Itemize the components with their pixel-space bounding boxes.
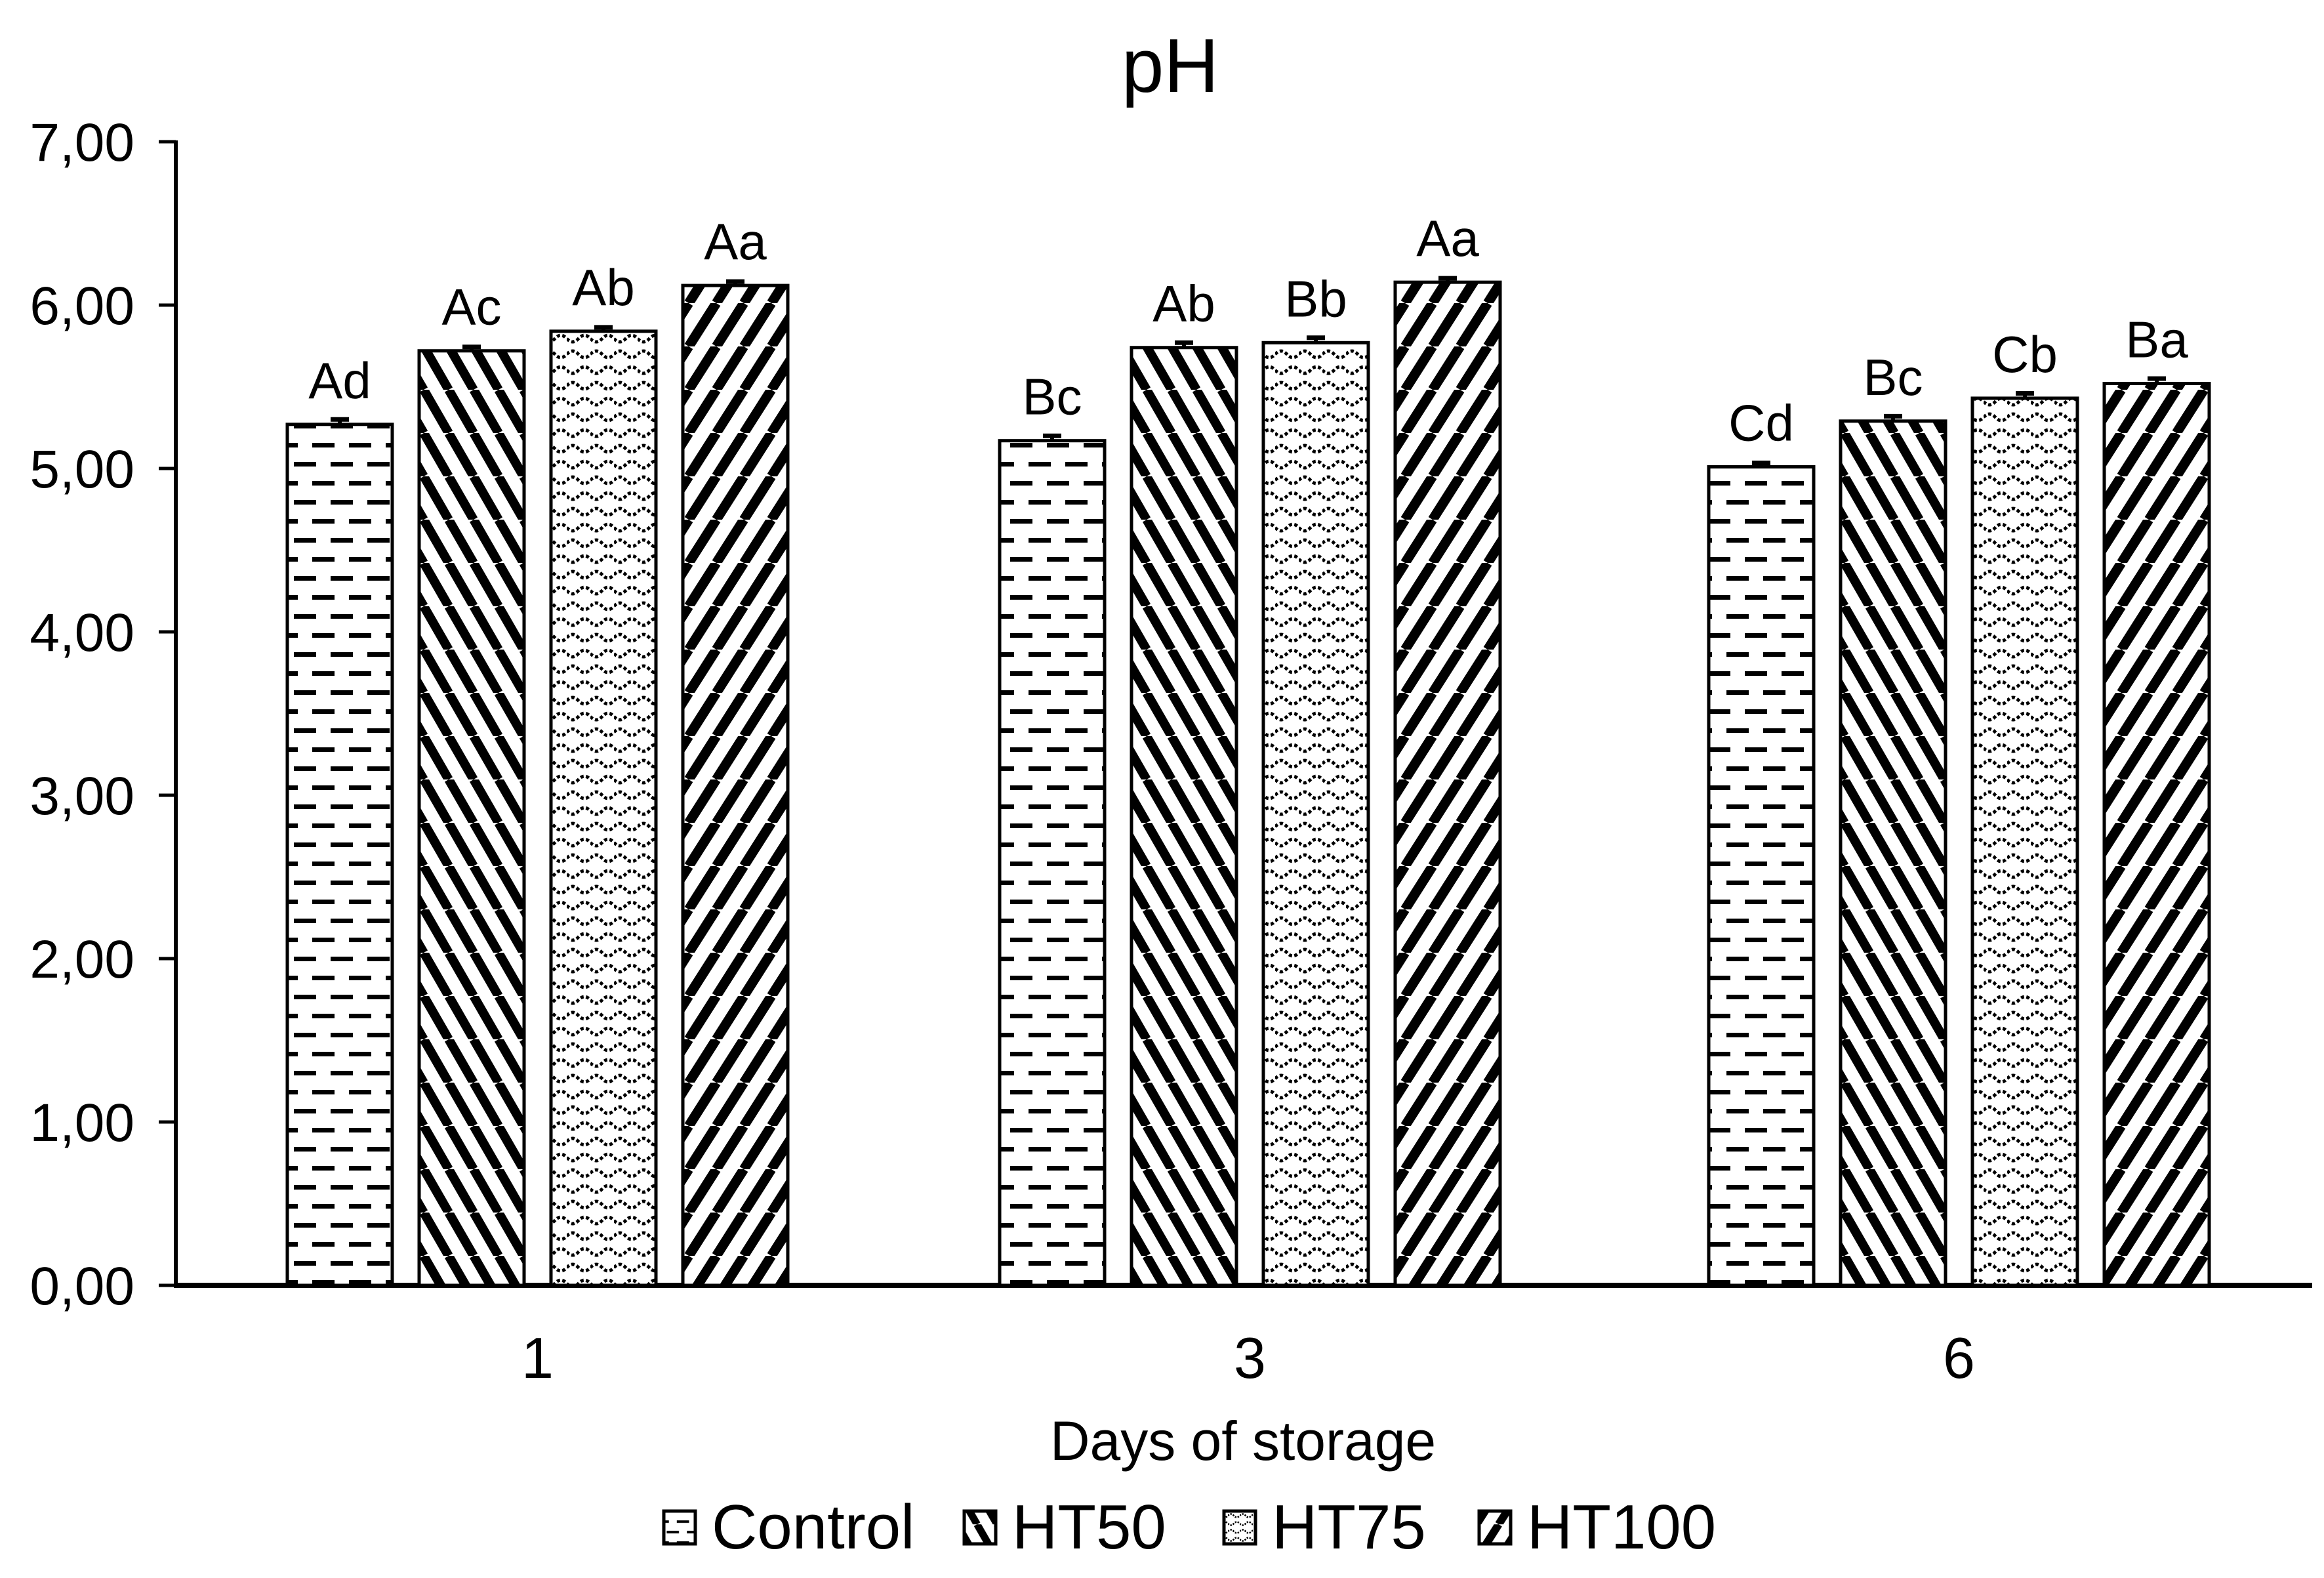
legend-swatch-ht100: [1477, 1509, 1513, 1546]
legend-label: HT75: [1272, 1492, 1426, 1562]
y-axis-tick-label: 3,00: [30, 766, 134, 826]
x-category-label: 6: [1943, 1325, 1975, 1390]
legend-item-ht100: HT100: [1477, 1492, 1716, 1562]
legend-label: HT50: [1012, 1492, 1166, 1562]
y-axis-tick-label: 5,00: [30, 440, 134, 499]
x-category-labels: 1 3 6: [521, 1325, 1975, 1390]
legend-item-ht50: HT50: [962, 1492, 1166, 1562]
bar-significance-label: Ba: [2125, 311, 2188, 369]
bar-significance-label: Bb: [1284, 270, 1347, 327]
legend-item-control: Control: [662, 1492, 914, 1562]
bar-significance-label: Ac: [441, 278, 501, 336]
legend-label: HT100: [1527, 1492, 1716, 1562]
bar-ht75-day1: [549, 329, 658, 1287]
bar-ht100-day3: [1393, 280, 1502, 1287]
bar-ht100-day6: [2102, 382, 2211, 1287]
x-category-label: 3: [1234, 1325, 1266, 1390]
bar-significance-label: Aa: [1416, 209, 1479, 267]
bar-significance-label: Bc: [1022, 368, 1082, 426]
bar-control-day6: [1707, 465, 1816, 1287]
bar-significance-label: Ad: [308, 352, 371, 409]
y-axis-tick-label: 7,00: [30, 113, 134, 173]
bar-ht75-day3: [1261, 341, 1370, 1287]
bar-significance-label: Ab: [572, 259, 634, 316]
legend-swatch-ht50: [962, 1509, 998, 1546]
x-category-label: 1: [521, 1325, 554, 1390]
bar-ht50-day6: [1839, 419, 1947, 1287]
bar-control-day3: [998, 439, 1107, 1287]
y-axis-tick-label: 6,00: [30, 276, 134, 336]
legend: Control HT50 HT75 HT100: [662, 1492, 1716, 1562]
bar-ht100-day1: [681, 283, 790, 1287]
bar-significance-label: Bc: [1863, 348, 1923, 406]
bars: Ad Ac Ab Aa Bc Ab Bb Aa Cd Bc Cb Ba: [285, 209, 2211, 1287]
bar-significance-label: Aa: [704, 213, 767, 270]
chart-title: pH: [1122, 23, 1219, 108]
bar-significance-label: Cd: [1728, 394, 1794, 452]
bar-significance-label: Ab: [1152, 275, 1215, 333]
bar-significance-label: Cb: [1992, 325, 2058, 383]
y-axis-tick-label: 1,00: [30, 1093, 134, 1153]
y-axis-tick-label: 2,00: [30, 930, 134, 989]
y-axis-tick-label: 4,00: [30, 603, 134, 663]
bar-ht50-day3: [1130, 346, 1238, 1287]
y-axis-tick-label: 0,00: [30, 1256, 134, 1316]
legend-item-ht75: HT75: [1222, 1492, 1426, 1562]
bar-control-day1: [285, 423, 394, 1287]
legend-label: Control: [712, 1492, 914, 1562]
legend-swatch-control: [662, 1509, 697, 1546]
bar-ht75-day6: [1970, 396, 2079, 1287]
legend-swatch-ht75: [1222, 1509, 1257, 1546]
x-axis-title: Days of storage: [1050, 1410, 1436, 1472]
bar-ht50-day1: [417, 349, 526, 1287]
axes: 0,00 1,00 2,00 3,00 4,00 5,00 6,00 7,00: [30, 113, 2312, 1316]
